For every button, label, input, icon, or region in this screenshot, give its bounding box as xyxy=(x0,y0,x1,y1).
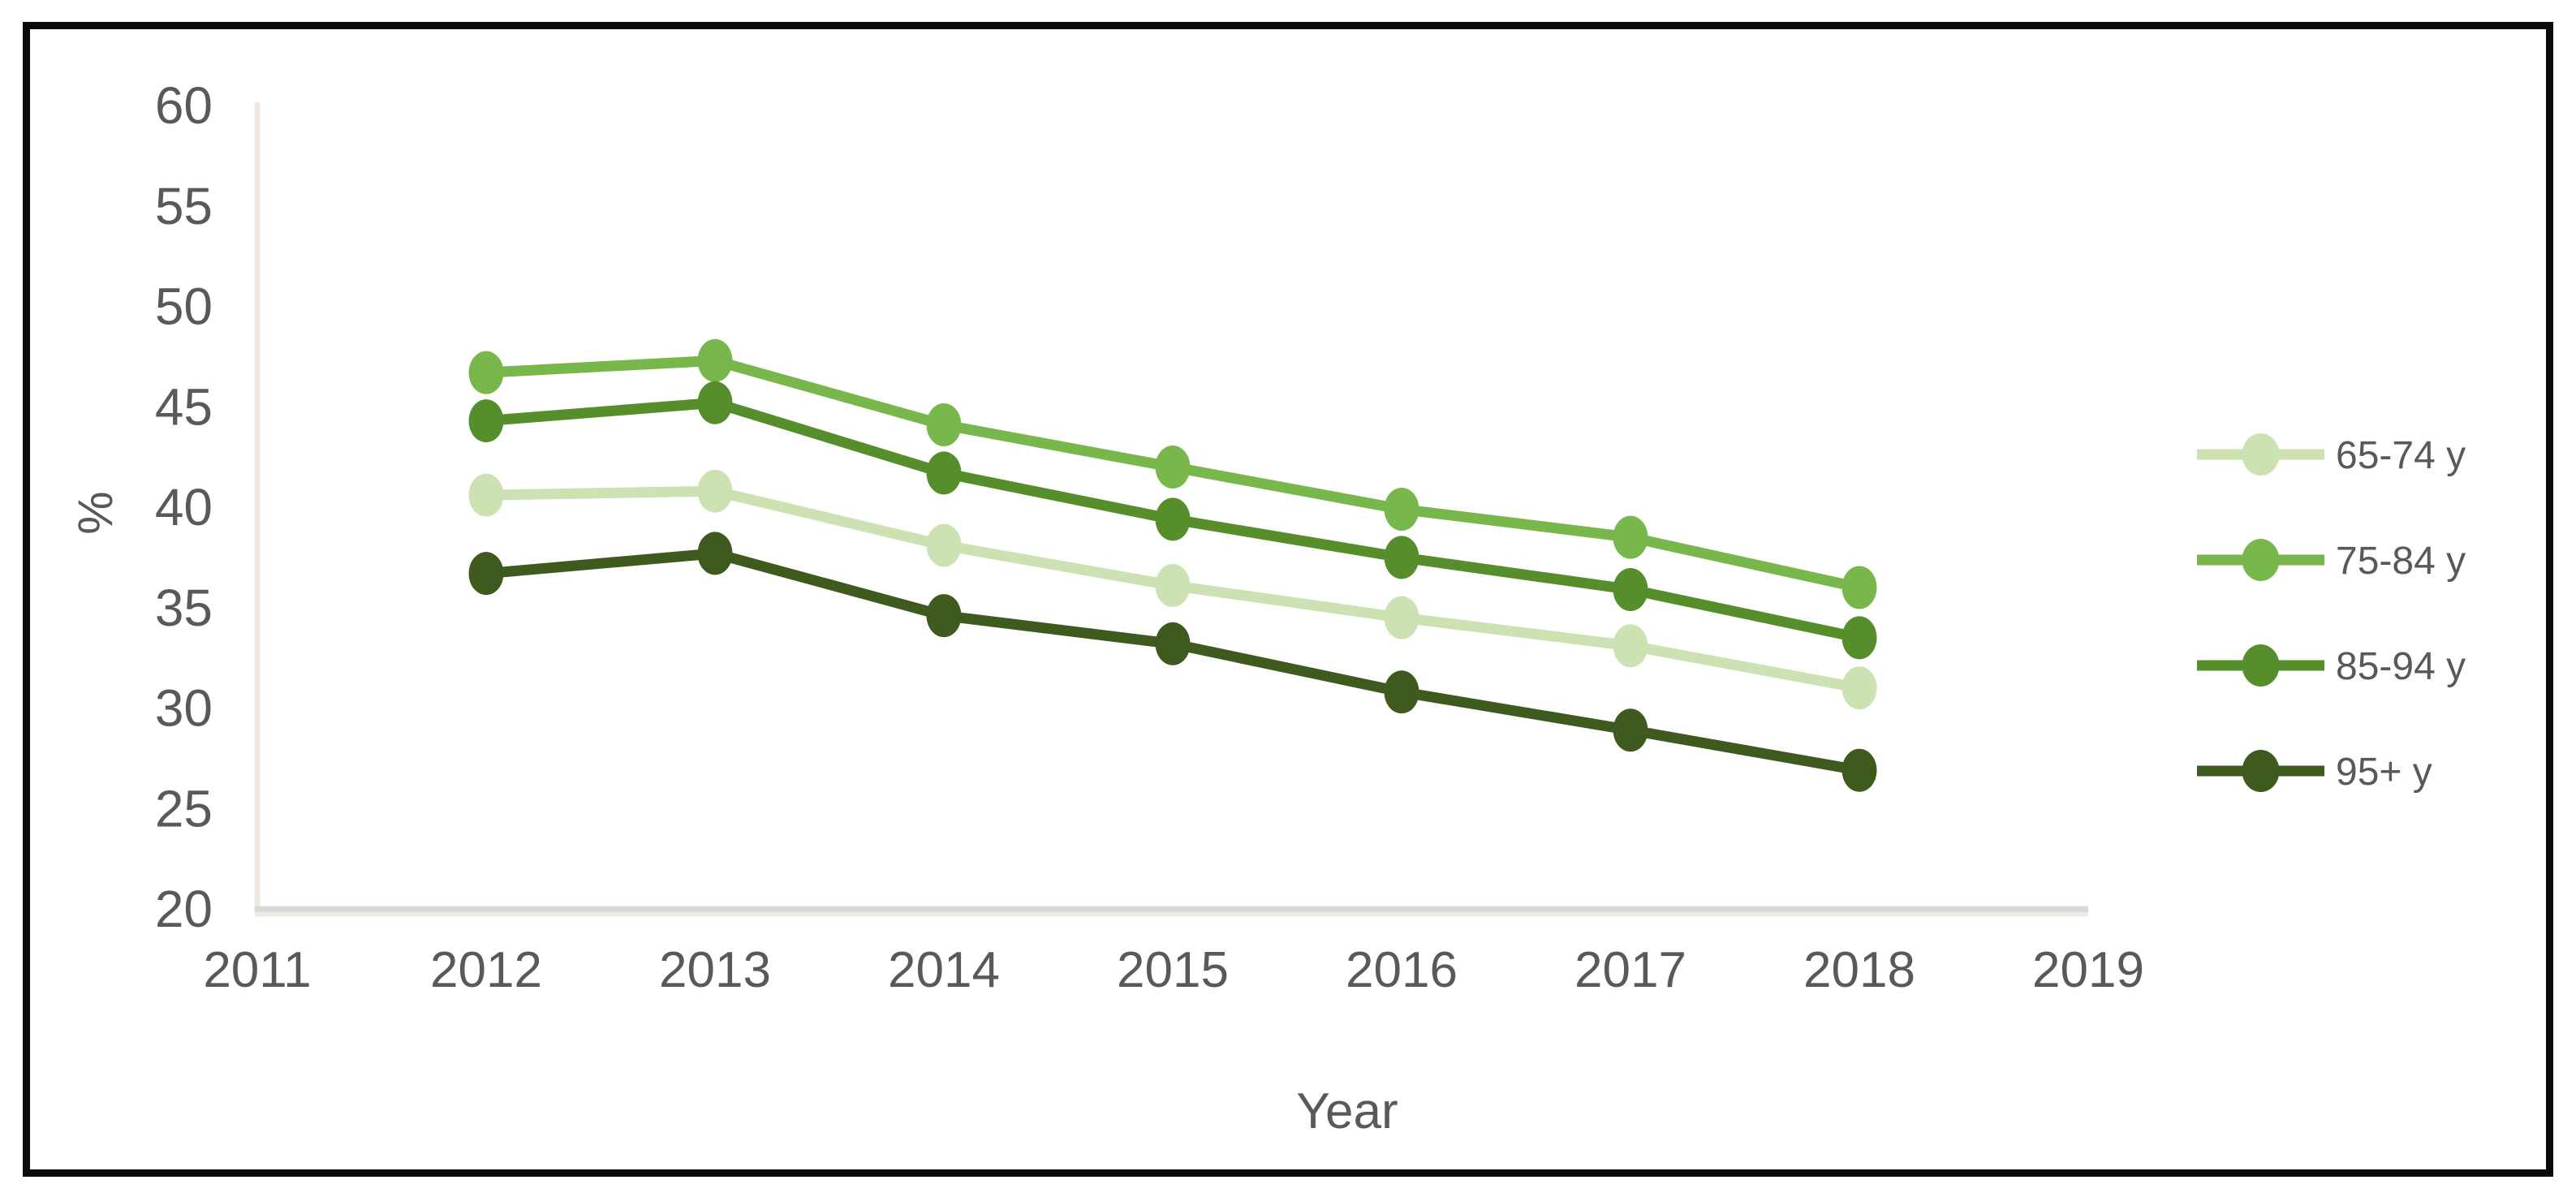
data-point-marker xyxy=(1155,564,1191,608)
y-tick-label: 20 xyxy=(155,880,213,938)
y-tick-label: 50 xyxy=(155,278,213,336)
data-point-marker xyxy=(926,451,962,495)
y-tick-label: 45 xyxy=(155,377,213,436)
data-point-marker xyxy=(1384,487,1419,531)
data-point-marker xyxy=(697,469,733,513)
legend-marker-icon xyxy=(2242,433,2280,476)
legend-marker-icon xyxy=(2242,539,2280,581)
data-point-marker xyxy=(1842,666,1877,710)
data-point-marker xyxy=(1613,515,1648,559)
data-point-marker xyxy=(697,532,733,575)
x-tick-label: 2016 xyxy=(1346,942,1458,998)
legend-item-label: 75-84 y xyxy=(2336,540,2466,583)
data-point-marker xyxy=(1155,497,1191,541)
legend-item-label: 65-74 y xyxy=(2336,434,2466,477)
x-axis-title: Year xyxy=(1296,1083,1398,1139)
y-tick-label: 40 xyxy=(155,478,213,536)
y-tick-label: 35 xyxy=(155,579,213,637)
y-tick-label: 30 xyxy=(155,679,213,738)
data-point-marker xyxy=(468,399,504,443)
data-point-marker xyxy=(468,473,504,517)
data-point-marker xyxy=(926,523,962,567)
data-point-marker xyxy=(1384,536,1419,579)
x-tick-label: 2017 xyxy=(1574,942,1686,998)
x-tick-label: 2011 xyxy=(203,942,311,998)
data-point-marker xyxy=(1155,622,1191,665)
data-point-marker xyxy=(1613,624,1648,668)
x-tick-label: 2013 xyxy=(659,942,771,998)
legend-marker-icon xyxy=(2242,750,2280,792)
data-point-marker xyxy=(1842,566,1877,609)
y-tick-label: 55 xyxy=(155,177,213,235)
data-point-marker xyxy=(926,403,962,447)
legend-marker-icon xyxy=(2242,644,2280,687)
data-point-marker xyxy=(1613,708,1648,752)
x-tick-label: 2019 xyxy=(2032,942,2144,998)
data-point-marker xyxy=(697,381,733,424)
data-point-marker xyxy=(1155,446,1191,489)
data-point-marker xyxy=(1384,596,1419,639)
legend-item-label: 95+ y xyxy=(2336,751,2432,794)
data-point-marker xyxy=(468,351,504,394)
legend-item-label: 85-94 y xyxy=(2336,645,2466,688)
x-tick-label: 2015 xyxy=(1117,942,1229,998)
y-axis-title: % xyxy=(68,491,123,535)
data-point-marker xyxy=(468,552,504,596)
y-tick-label: 25 xyxy=(155,779,213,837)
data-point-marker xyxy=(1613,567,1648,611)
data-point-marker xyxy=(1842,748,1877,792)
data-point-marker xyxy=(1842,616,1877,660)
x-tick-label: 2018 xyxy=(1803,942,1915,998)
data-point-marker xyxy=(697,338,733,382)
y-tick-label: 60 xyxy=(155,76,213,135)
x-tick-label: 2014 xyxy=(888,942,1000,998)
data-point-marker xyxy=(1384,670,1419,714)
x-tick-label: 2012 xyxy=(430,942,542,998)
data-point-marker xyxy=(926,594,962,638)
